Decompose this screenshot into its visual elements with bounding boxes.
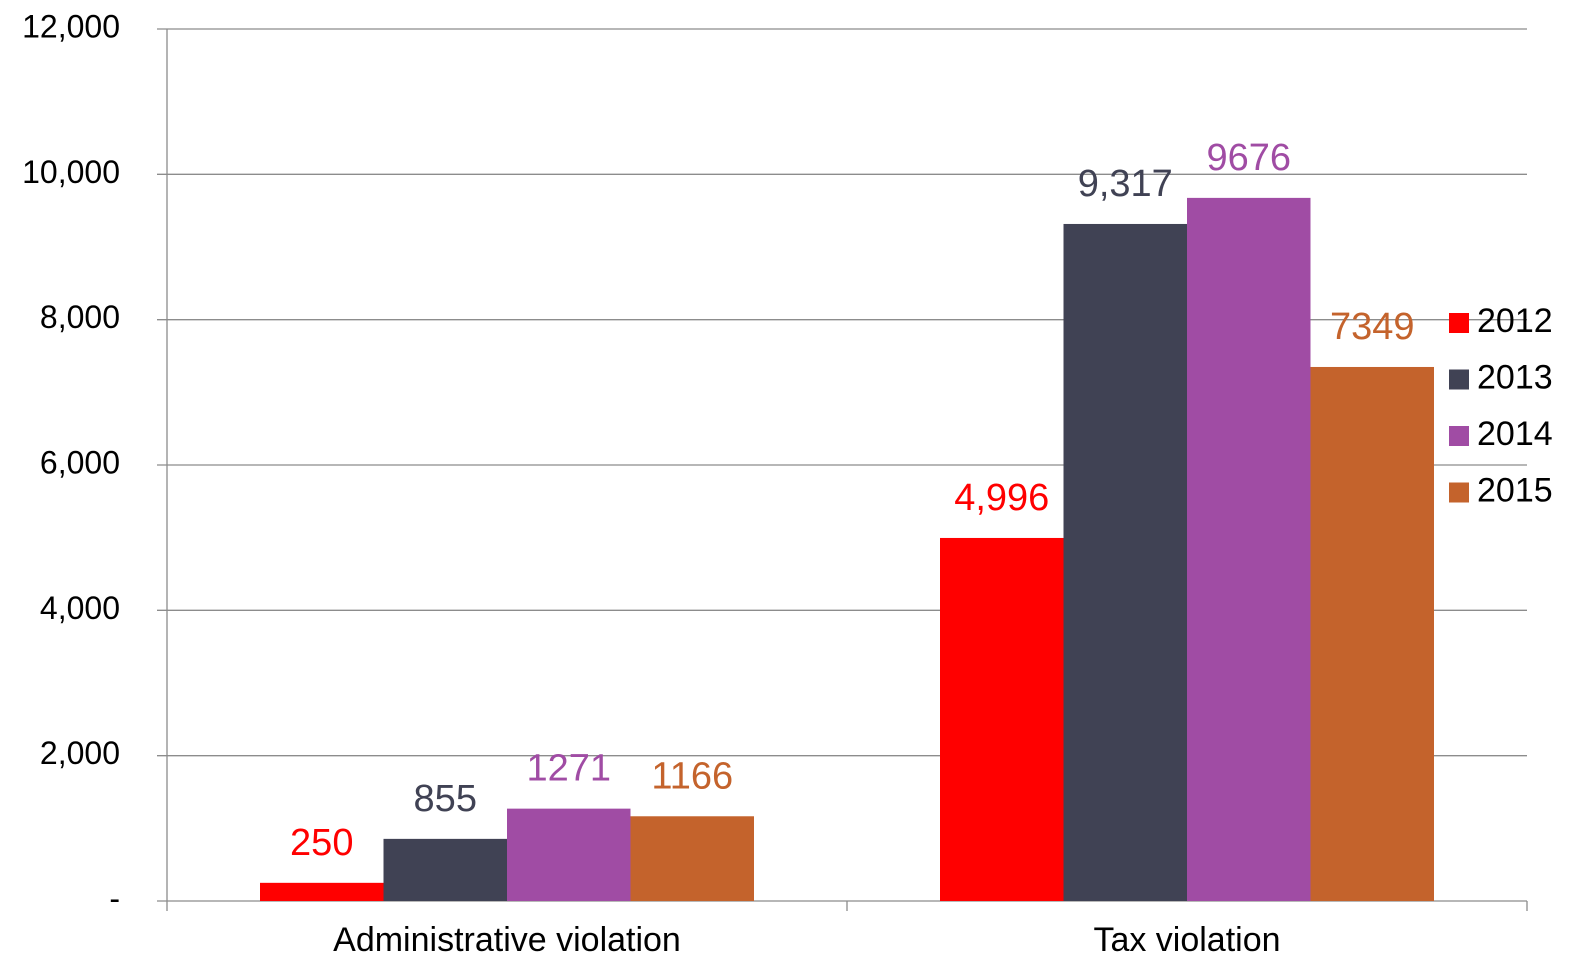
bar: [384, 839, 508, 901]
bar: [1311, 367, 1435, 901]
legend-swatch: [1449, 370, 1469, 390]
value-label: 1271: [526, 748, 611, 790]
bar: [260, 883, 384, 901]
value-label: 250: [290, 822, 353, 864]
bar: [507, 809, 631, 901]
legend-swatch: [1449, 313, 1469, 333]
y-tick-label: 2,000: [40, 735, 120, 771]
page: - 2,000 4,000 6,000 8,000 10,000 12,000 Adminis…: [0, 0, 1573, 963]
legend-swatch: [1449, 426, 1469, 446]
x-tick-label: Tax violation: [1093, 921, 1280, 959]
y-tick-label: 12,000: [22, 8, 120, 44]
chart: - 2,000 4,000 6,000 8,000 10,000 12,000 Adminis…: [0, 0, 1573, 963]
y-tick-label: 6,000: [40, 444, 120, 480]
legend-label: 2014: [1477, 415, 1553, 453]
value-label: 9676: [1206, 137, 1291, 179]
x-tick-label: Administrative violation: [333, 921, 681, 959]
legend-label: 2013: [1477, 358, 1553, 396]
bar: [1064, 224, 1188, 901]
y-tick-label: -: [109, 880, 120, 916]
legend-label: 2015: [1477, 471, 1553, 509]
value-label: 4,996: [954, 477, 1049, 519]
value-label: 1166: [651, 755, 733, 797]
bar: [1187, 198, 1311, 901]
value-label: 9,317: [1078, 163, 1173, 205]
bar: [631, 816, 755, 901]
legend-swatch: [1449, 483, 1469, 503]
value-label: 7349: [1330, 306, 1415, 348]
y-tick-label: 10,000: [22, 154, 120, 190]
y-tick-label: 4,000: [40, 590, 120, 626]
value-label: 855: [414, 778, 477, 820]
legend-label: 2012: [1477, 302, 1553, 340]
bar: [940, 538, 1064, 901]
y-tick-label: 8,000: [40, 299, 120, 335]
